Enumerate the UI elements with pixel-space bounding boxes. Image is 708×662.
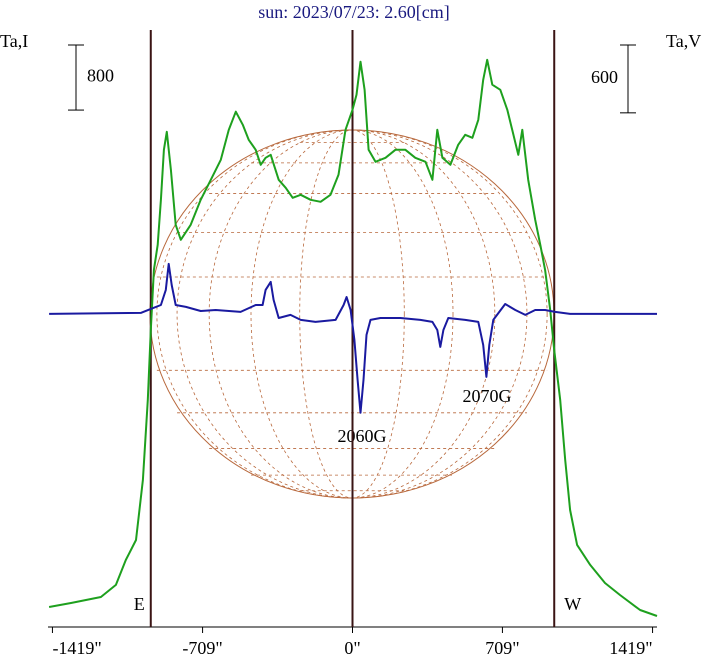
chart-title: sun: 2023/07/23: 2.60[cm] [258, 2, 450, 22]
y-axis-label: Ta,I [0, 31, 28, 51]
scale-bar-label: 600 [591, 67, 618, 87]
scale-bar [620, 44, 636, 114]
series-line [49, 262, 657, 414]
series-line [48, 58, 658, 617]
scale-bar [68, 44, 84, 111]
longitude-line [156, 129, 548, 499]
x-tick-label: -1419" [52, 638, 101, 658]
scale-bar-label: 800 [87, 66, 114, 86]
x-tick-label: 709" [485, 638, 519, 658]
annotation: 2060G [338, 426, 387, 446]
x-tick-label: 1419" [609, 638, 652, 658]
x-tick-label: -709" [182, 638, 222, 658]
annotation: 2070G [463, 386, 512, 406]
y2-axis-label: Ta,V [666, 31, 701, 51]
longitude-line [208, 129, 496, 499]
limb-label: E [134, 594, 145, 614]
x-tick-label: 0" [344, 638, 360, 658]
limb-label: W [564, 594, 581, 614]
